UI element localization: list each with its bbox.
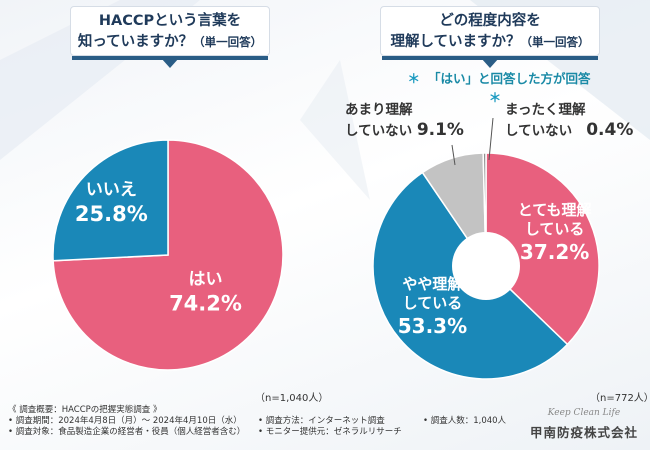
callout-not-at-all-line1: まったく理解	[505, 102, 586, 118]
left-title-line1: HACCPという言葉を	[98, 13, 242, 29]
survey-count: • 調査人数：1,040人	[423, 416, 507, 426]
star-icon: ＊	[488, 90, 502, 105]
survey-period: • 調査期間：2024年4月8日（月）～ 2024年4月10日（水）	[8, 416, 242, 426]
right-title-note: （単一回答）	[520, 35, 590, 49]
right-title-pointer	[481, 58, 499, 68]
callout-somewhat-not-line2-wrap: していない 9.1%	[345, 120, 464, 141]
callout-somewhat-not-line1: あまり理解	[345, 102, 413, 118]
left-pie-value-label: 25.8%	[75, 202, 148, 226]
right-title-line2-wrap: 理解していますか？（単一回答）	[381, 32, 599, 53]
left-pie-value-label: 74.2%	[169, 292, 242, 316]
company-brand: Keep Clean Life 甲南防疫株式会社	[530, 408, 638, 441]
right-pie-value-label: 53.3%	[398, 314, 467, 338]
brand-tagline: Keep Clean Life	[547, 408, 621, 418]
donut-hole	[452, 232, 520, 300]
left-title-line2: 知っていますか？	[77, 34, 194, 50]
left-chart-title: HACCPという言葉を 知っていますか？（単一回答）	[70, 6, 270, 56]
company-name: 甲南防疫株式会社	[529, 425, 638, 440]
survey-target: • 調査対象：食品製造企業の経営者・役員（個人経営者含む）	[8, 427, 246, 437]
right-chart-subtitle: ＊ 「はい」と回答した方が回答 ＊	[395, 68, 595, 106]
callout-not-at-all-value: 0.4%	[586, 120, 634, 140]
survey-method: • 調査方法：インターネット調査	[258, 416, 385, 426]
right-pie-value-label: 37.2%	[520, 240, 589, 264]
left-title-note: （単一回答）	[193, 35, 263, 49]
left-sample-size: （n=1,040人）	[255, 393, 329, 404]
callout-not-at-all: まったく理解 していない 0.4%	[505, 100, 633, 141]
overview-title: 《 調査概要：HACCPの把握実態調査 》	[8, 405, 162, 415]
callout-somewhat-not: あまり理解 していない 9.1%	[345, 100, 464, 141]
right-sample-size: （n=772人）	[590, 393, 650, 404]
left-pie-slice-1	[52, 139, 169, 262]
left-title-line2-wrap: 知っていますか？（単一回答）	[71, 32, 269, 53]
left-pie-category-label: いいえ	[86, 180, 137, 200]
right-chart-title: どの程度内容を 理解していますか？（単一回答）	[380, 6, 600, 56]
right-pie-label-line2: している	[403, 294, 463, 312]
left-title-pointer	[161, 58, 179, 68]
right-pie-label-line1: とても理解	[518, 201, 592, 219]
right-pie-label-line2: している	[525, 220, 585, 238]
right-pie-label-line1: やや理解	[402, 275, 462, 293]
overview-row-2: • 調査対象：食品製造企業の経営者・役員（個人経営者含む） • モニター提供元：…	[8, 427, 528, 438]
overview-row-1: • 調査期間：2024年4月8日（月）～ 2024年4月10日（水） • 調査方…	[8, 416, 528, 427]
star-icon: ＊	[407, 71, 420, 86]
subtitle-text: 「はい」と回答した方が回答	[428, 71, 591, 86]
callout-somewhat-not-value: 9.1%	[416, 120, 464, 140]
callout-not-at-all-line2-wrap: していない 0.4%	[505, 120, 633, 141]
callout-somewhat-not-line2: していない	[345, 123, 413, 139]
right-title-line2: 理解していますか？	[390, 34, 521, 50]
callout-not-at-all-line2: していない	[505, 123, 573, 139]
bg-triangle-center	[300, 60, 370, 200]
left-pie-category-label: はい	[189, 270, 223, 290]
right-title-line1: どの程度内容を	[439, 13, 541, 29]
survey-overview: 《 調査概要：HACCPの把握実態調査 》 • 調査期間：2024年4月8日（月…	[8, 405, 528, 438]
right-pie-slice-0	[485, 152, 600, 346]
monitor-provider: • モニター提供元：ゼネラルリサーチ	[258, 427, 402, 437]
